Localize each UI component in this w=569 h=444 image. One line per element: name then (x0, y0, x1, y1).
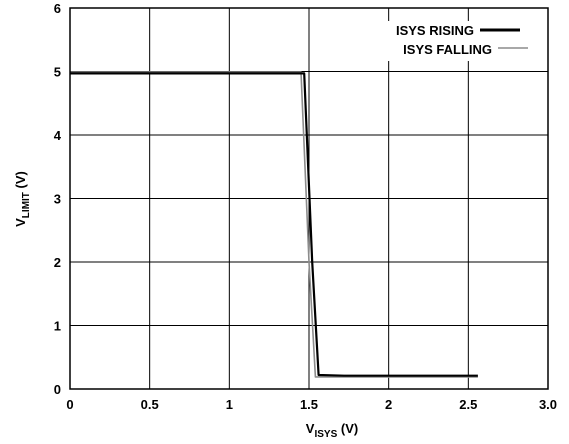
y-tick-label: 4 (54, 128, 62, 143)
legend-background (375, 21, 542, 61)
x-axis-label-unit: (V) (337, 421, 358, 436)
legend-label-rising: ISYS RISING (396, 23, 474, 38)
x-tick-label: 2 (385, 397, 392, 412)
x-tick-label: 0 (66, 397, 73, 412)
plot-frame (69, 7, 549, 390)
y-tick-label: 6 (54, 1, 61, 16)
y-tick-label: 3 (54, 192, 61, 207)
y-axis-label: VLIMIT (V) (13, 171, 32, 227)
x-tick-label: 1 (226, 397, 233, 412)
y-tick-labels: 0 1 2 3 4 5 6 (54, 1, 62, 397)
y-axis-label-main: V (13, 218, 28, 227)
legend: ISYS RISING ISYS FALLING (375, 21, 542, 61)
x-tick-labels: 0 0.5 1 1.5 2 2.5 3.0 (66, 397, 557, 412)
x-tick-label: 2.5 (459, 397, 477, 412)
x-tick-label: 0.5 (141, 397, 159, 412)
y-tick-label: 1 (54, 319, 61, 334)
series-layer (70, 71, 478, 378)
y-tick-label: 0 (54, 382, 61, 397)
x-axis-label-sub: ISYS (314, 429, 337, 440)
y-axis-label-unit: (V) (13, 171, 28, 192)
x-tick-label: 1.5 (300, 397, 318, 412)
y-axis-label-sub: LIMIT (21, 192, 32, 218)
x-axis-label: VISYS (V) (306, 421, 358, 440)
series-line-isys-falling (70, 71, 478, 378)
y-tick-label: 5 (54, 65, 61, 80)
x-axis-label-main: V (306, 421, 315, 436)
legend-label-falling: ISYS FALLING (403, 42, 492, 57)
series-line-isys-rising (70, 72, 478, 377)
x-tick-label: 3.0 (539, 397, 557, 412)
y-tick-label: 2 (54, 255, 61, 270)
